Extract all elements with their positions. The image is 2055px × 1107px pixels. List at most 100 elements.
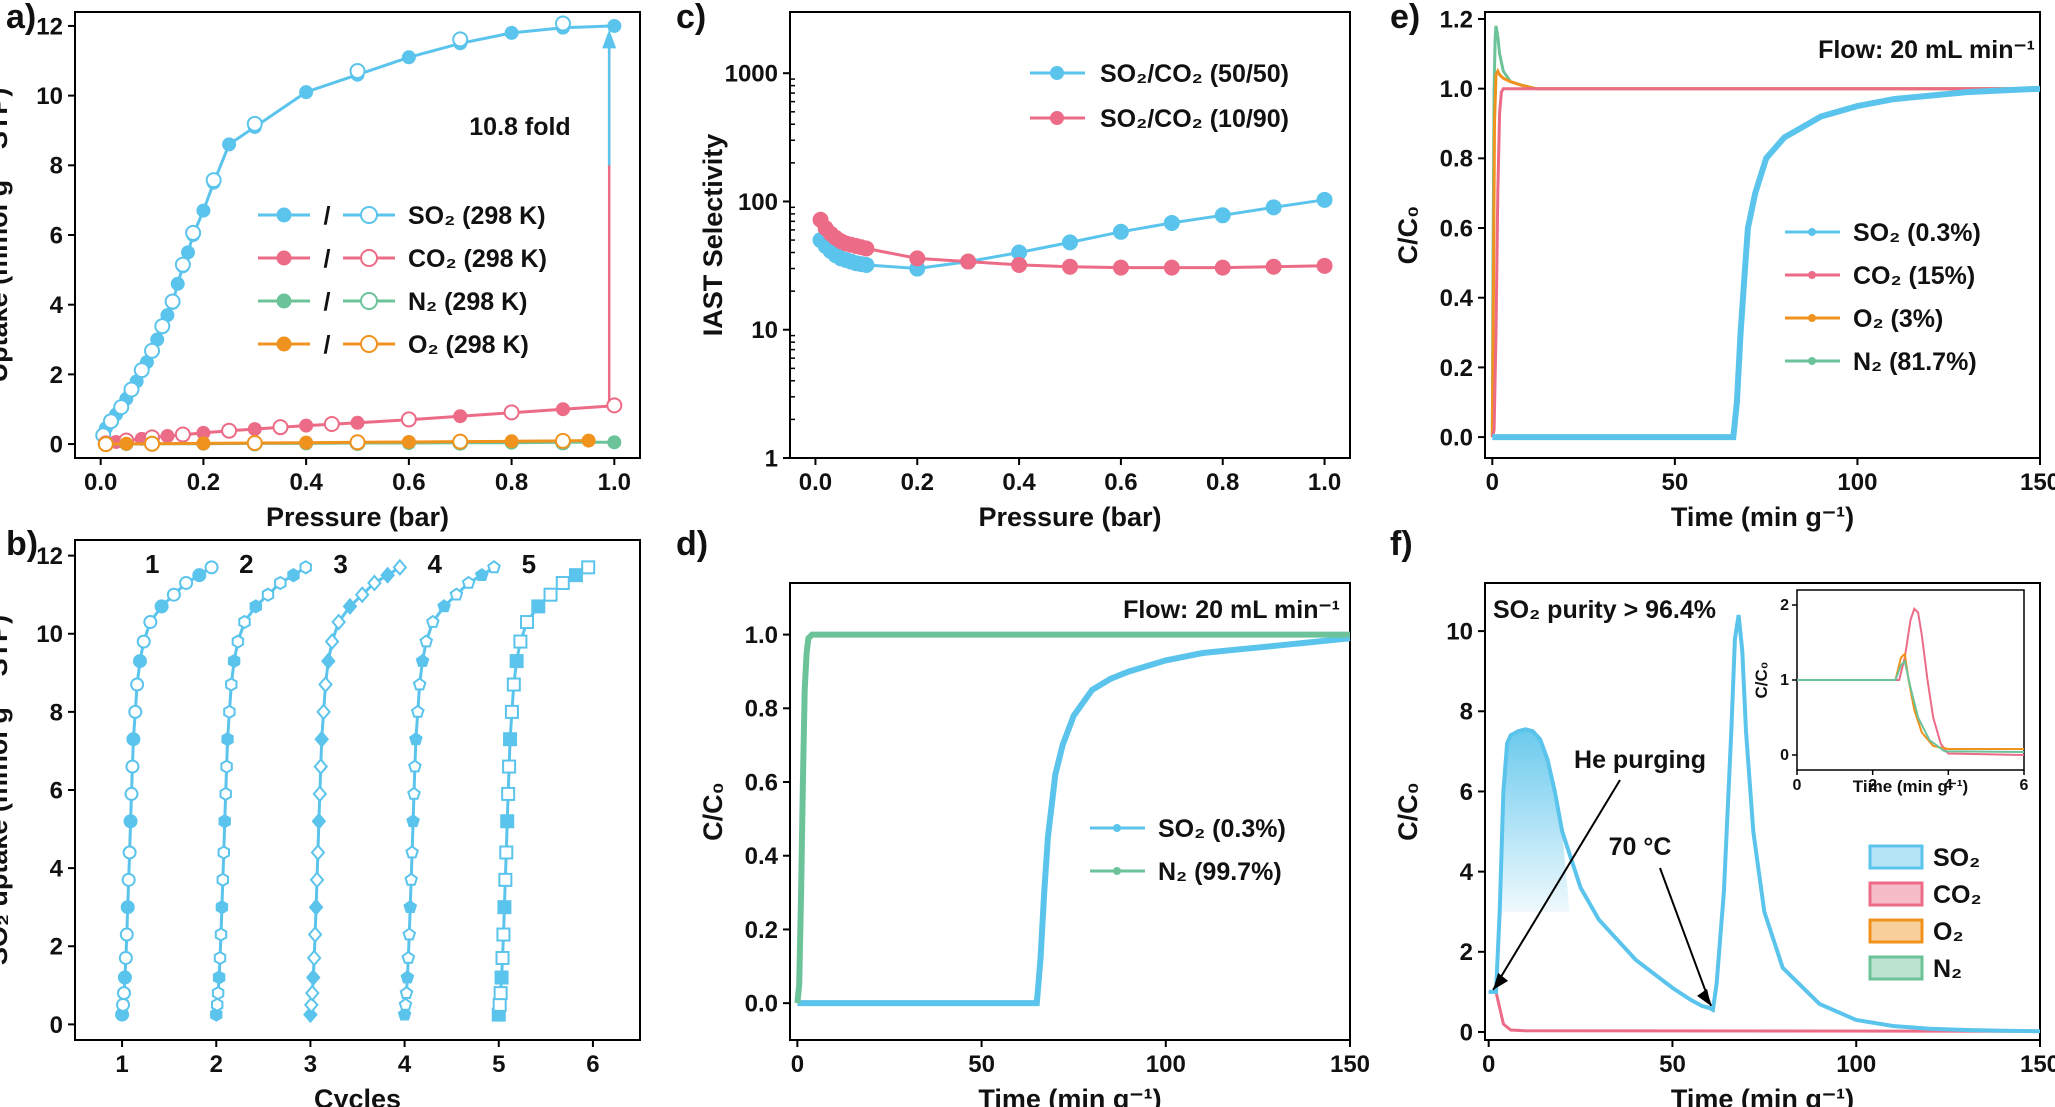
y-tick-label: 0.6 <box>1440 215 1473 242</box>
desorption-point-so2 <box>164 293 181 310</box>
axes-frame <box>1484 582 2041 1041</box>
x-tick-label: 50 <box>1662 469 1689 496</box>
legend-label: N₂ (298 K) <box>408 288 527 316</box>
x-tick-label: 5 <box>492 1051 505 1078</box>
x-tick-label: 0 <box>1482 1051 1495 1078</box>
y-tick-label: 4 <box>1460 859 1474 886</box>
cycle-point <box>568 568 583 583</box>
cycle-point <box>116 986 131 1001</box>
legend-label: N₂ (81.7%) <box>1853 348 1977 376</box>
series-line-so2 <box>819 198 1325 271</box>
desorption-point-co2 <box>272 419 289 436</box>
cycle-point <box>354 586 370 604</box>
x-tick-label: 3 <box>304 1051 317 1078</box>
cycle-point <box>501 786 516 801</box>
panel-a: 0.0 0.2 0.4 0.6 0.8 1.0 0 2 4 6 8 10 12 Pressure (bar… <box>0 0 641 532</box>
cycle-point <box>249 599 262 614</box>
cycle-point <box>192 568 207 583</box>
x-tick-label: 0.8 <box>495 469 528 496</box>
cycle-point <box>419 634 434 648</box>
cycle-point <box>304 996 319 1014</box>
axes-frame <box>789 582 1351 1041</box>
cycle-point <box>308 898 324 916</box>
cycle-point <box>217 845 230 860</box>
x-tick-label: 50 <box>1659 1051 1686 1078</box>
desorption-point-so2 <box>185 224 202 241</box>
series-line-so2 <box>1492 85 2041 441</box>
x-tick-label: 1 <box>115 1051 128 1078</box>
y-tick-label: 10 <box>1446 619 1473 646</box>
cycle-point <box>117 970 132 985</box>
y-tick-label: 4 <box>50 856 64 883</box>
cycle-point <box>320 652 336 670</box>
data-point-co2 <box>1062 258 1078 275</box>
cycle-point <box>316 703 331 721</box>
cycle-point <box>437 599 451 613</box>
cycle-point <box>318 675 333 694</box>
cycle-point <box>405 845 419 859</box>
x-tick-label: 50 <box>968 1051 995 1078</box>
series-line-so2 <box>101 24 615 436</box>
y-tick-label: 2 <box>1460 939 1473 966</box>
cycle-point <box>495 950 510 965</box>
data-point-co2 <box>160 429 175 444</box>
x-tick-label: 0.6 <box>392 469 425 496</box>
desorption-point-so2 <box>174 256 191 273</box>
cycle-point <box>119 927 134 942</box>
cycle-point <box>403 899 418 913</box>
y-tick-label: 0.4 <box>1440 285 1474 312</box>
x-axis-label: Cycles <box>314 1084 401 1107</box>
inset-y-tick-label: 0 <box>1780 747 1789 764</box>
cycle-point <box>304 984 320 1002</box>
y-tick-label: 10 <box>36 621 63 648</box>
cycle-point <box>520 615 534 630</box>
data-point-so2 <box>181 245 195 260</box>
x-tick-label: 0.0 <box>84 469 117 496</box>
y-tick-label: 2 <box>50 362 63 389</box>
legend-swatch <box>1868 918 1924 944</box>
desorption-point-so2 <box>452 31 469 48</box>
y-tick-label: 12 <box>36 13 63 40</box>
legend-marker <box>1050 111 1064 125</box>
cycle-point <box>543 587 558 602</box>
desorption-point-o2 <box>97 436 114 453</box>
desorption-point-co2 <box>503 404 520 421</box>
cycle-label: 1 <box>145 549 159 579</box>
data-point-co2 <box>453 409 468 424</box>
series-line-o2 <box>1490 67 2040 438</box>
cycle-point <box>513 634 528 649</box>
y-tick-label: 8 <box>1460 699 1473 726</box>
annotation-text: SO₂ purity > 96.4% <box>1493 596 1716 624</box>
panel-e: 0 50 100 150 0.0 0.2 0.4 0.6 0.8 1.0 1.2 Time (min … <box>1390 0 2055 532</box>
y-tick-label: 10 <box>36 83 63 110</box>
legend-separator: / <box>324 202 331 230</box>
arrow-head <box>1493 972 1509 990</box>
x-tick-label: 100 <box>1837 469 1877 496</box>
y-tick-label: 6 <box>50 222 63 249</box>
y-tick-label: 0.0 <box>745 991 778 1018</box>
legend-swatch <box>1868 844 1924 870</box>
desorption-point-so2 <box>144 342 161 359</box>
legend-marker <box>1808 314 1816 322</box>
desorption-point-so2 <box>246 115 263 132</box>
cycle-point <box>500 814 515 829</box>
cycle-point <box>238 614 251 630</box>
x-tick-label: 4 <box>398 1051 412 1078</box>
cycle-point <box>132 654 147 669</box>
cycle-point <box>143 615 158 630</box>
cycle-point <box>310 843 326 862</box>
y-tick-label: 1 <box>765 445 778 472</box>
x-tick-label: 150 <box>2020 1051 2055 1078</box>
x-tick-label: 100 <box>1836 1051 1876 1078</box>
cycle-label: 2 <box>239 549 253 579</box>
y-tick-label: 12 <box>36 543 63 570</box>
y-tick-label: 6 <box>1460 779 1473 806</box>
cycle-point <box>400 970 415 984</box>
cycle-point <box>227 653 241 669</box>
legend-marker <box>1808 357 1816 365</box>
x-tick-label: 0.8 <box>1206 469 1239 496</box>
legend-separator: / <box>324 331 331 359</box>
cycle-point <box>324 633 340 651</box>
cycle-point <box>121 872 136 887</box>
